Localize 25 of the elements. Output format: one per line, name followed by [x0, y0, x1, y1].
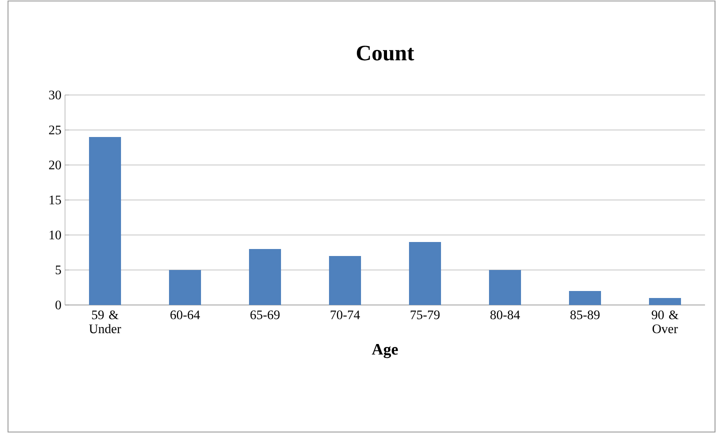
- x-axis-title: Age: [372, 344, 398, 358]
- bar: [169, 270, 202, 305]
- bar: [249, 248, 282, 305]
- bar: [489, 270, 522, 305]
- x-tick-label: 75-79: [410, 310, 440, 320]
- chart-title: Count: [356, 46, 414, 60]
- y-tick-label: 0: [56, 300, 61, 310]
- y-tick-label: 30: [49, 90, 61, 100]
- x-tick-label: 85-89: [570, 310, 600, 320]
- x-tick-label: 80-84: [490, 310, 520, 320]
- bar: [329, 256, 362, 305]
- x-tick-label: 65-69: [250, 310, 280, 320]
- y-tick-label: 15: [50, 196, 61, 204]
- y-tick-label: 5: [56, 266, 61, 274]
- x-tick-label: 70-74: [330, 310, 360, 320]
- y-tick-label: 20: [49, 160, 61, 170]
- y-tick-label: 25: [49, 126, 61, 134]
- bar: [569, 290, 602, 305]
- bar: [409, 242, 442, 305]
- x-tick-label: 90 & Over: [652, 310, 678, 334]
- bar: [649, 298, 682, 305]
- x-tick-label: 59 & Under: [89, 310, 122, 334]
- x-tick-label: 60-64: [170, 310, 200, 320]
- y-tick-label: 10: [50, 230, 61, 240]
- bar: [89, 136, 122, 305]
